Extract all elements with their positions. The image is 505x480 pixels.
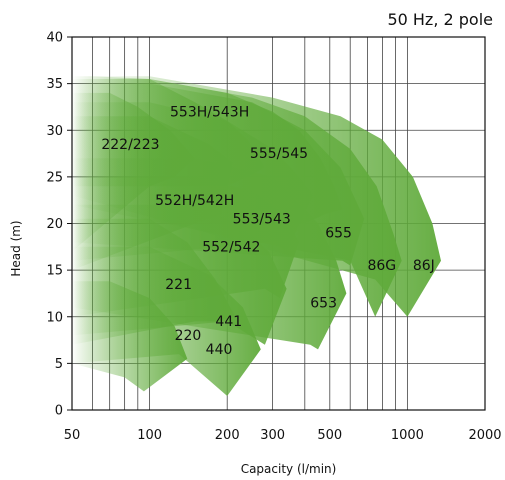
y-tick-label: 10 [46, 310, 63, 325]
curve-label: 86G [367, 258, 396, 274]
curve-label: 553H/543H [170, 104, 249, 120]
x-tick-label: 300 [260, 428, 285, 443]
curve-label: 220 [175, 328, 202, 344]
curve-label: 222/223 [101, 137, 159, 153]
curve-label: 441 [215, 314, 242, 330]
x-tick-label: 100 [137, 428, 162, 443]
x-tick-label: 200 [215, 428, 240, 443]
y-tick-label: 20 [46, 217, 63, 232]
curve-areas [72, 76, 441, 396]
axes: 0 5 10 15 20 25 30 35 40 50 100 200 300 500 1000 2000 [46, 31, 501, 444]
x-axis-label: Capacity (l/min) [241, 462, 337, 476]
y-tick-label: 0 [55, 404, 63, 419]
y-axis-label: Head (m) [9, 220, 23, 276]
x-tick-label: 500 [317, 428, 342, 443]
curve-label: 552/542 [202, 239, 260, 255]
curve-label: 440 [206, 342, 233, 358]
curve-label: 555/545 [250, 146, 308, 162]
curve-area-86j [72, 76, 441, 317]
y-tick-label: 5 [55, 357, 63, 372]
chart-title: 50 Hz, 2 pole [387, 10, 493, 29]
y-tick-label: 25 [46, 170, 63, 185]
x-tick-label: 1000 [391, 428, 424, 443]
curve-label: 552H/542H [155, 193, 234, 209]
curve-label: 86J [413, 258, 435, 274]
curve-label: 553/543 [233, 212, 291, 228]
x-tick-label: 2000 [468, 428, 501, 443]
y-tick-label: 15 [46, 264, 63, 279]
y-tick-label: 30 [46, 124, 63, 139]
curve-label: 653 [310, 295, 337, 311]
y-tick-label: 35 [46, 77, 63, 92]
x-tick-label: 50 [64, 428, 81, 443]
curve-label: 655 [325, 225, 352, 241]
y-tick-label: 40 [46, 31, 63, 46]
curve-label: 221 [165, 277, 192, 293]
